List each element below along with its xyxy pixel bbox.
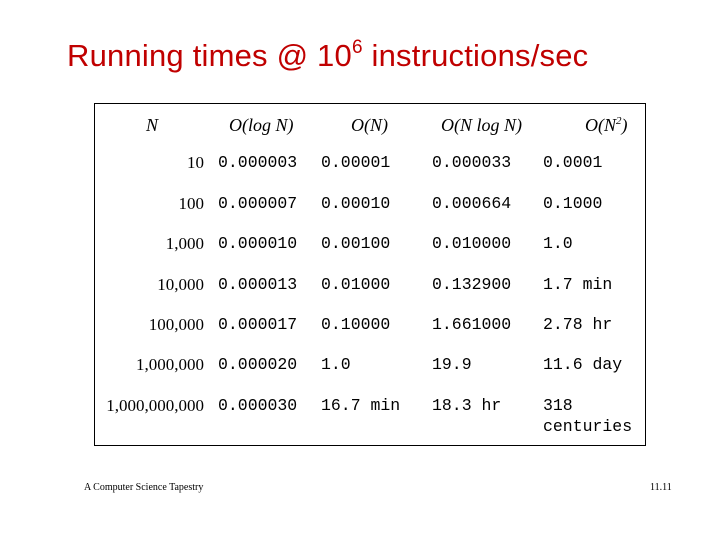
- row-0-o-n: 0.00001: [321, 153, 391, 172]
- row-5-o-n: 1.0: [321, 355, 351, 374]
- title-text: Running times @ 10: [67, 38, 352, 73]
- row-2-n-log-n: 0.010000: [432, 234, 512, 253]
- row-1-n: 100: [178, 194, 205, 213]
- row-4-n-squared: 2.78 hr: [543, 315, 613, 334]
- row-0-log-n: 0.000003: [218, 153, 298, 172]
- row-0-n-log-n: 0.000033: [432, 153, 512, 172]
- slide-title: Running times @ 106 instructions/sec: [67, 38, 588, 74]
- header-n-squared: O(N2): [585, 115, 628, 136]
- row-6-n: 1,000,000,000: [106, 396, 204, 415]
- row-1-log-n: 0.000007: [218, 194, 298, 213]
- row-0-n: 10: [187, 153, 204, 172]
- row-2-o-n: 0.00100: [321, 234, 391, 253]
- row-4-n: 100,000: [148, 315, 204, 334]
- row-6-n-squared: 318 centuries: [543, 396, 633, 436]
- row-4-n-log-n: 1.661000: [432, 315, 512, 334]
- row-1-n-squared: 0.1000: [543, 194, 603, 213]
- row-5-n-log-n: 19.9: [432, 355, 472, 374]
- header-n: N: [146, 115, 159, 135]
- row-6-n-log-n: 18.3 hr: [432, 396, 502, 415]
- row-5-n: 1,000,000: [136, 355, 204, 374]
- row-2-n-squared: 1.0: [543, 234, 573, 253]
- row-2-log-n: 0.000010: [218, 234, 298, 253]
- row-1-o-n: 0.00010: [321, 194, 391, 213]
- row-3-n-log-n: 0.132900: [432, 275, 512, 294]
- header-n-squared-base: O(N: [585, 115, 616, 135]
- header-n-squared-close: ): [621, 115, 628, 135]
- row-5-n-squared: 11.6 day: [543, 355, 623, 374]
- table-frame: [94, 103, 646, 446]
- row-4-log-n: 0.000017: [218, 315, 298, 334]
- title-rest: instructions/sec: [362, 38, 589, 73]
- row-5-log-n: 0.000020: [218, 355, 298, 374]
- row-0-n-squared: 0.0001: [543, 153, 603, 172]
- header-o-n: O(N): [351, 115, 388, 135]
- header-n-squared-exponent: 2: [616, 115, 622, 127]
- row-3-o-n: 0.01000: [321, 275, 391, 294]
- header-n-log-n: O(N log N): [441, 115, 522, 135]
- row-1-n-log-n: 0.000664: [432, 194, 512, 213]
- title-exponent: 6: [351, 37, 363, 58]
- footer-book-title: A Computer Science Tapestry: [84, 482, 204, 493]
- row-6-o-n: 16.7 min: [321, 396, 401, 415]
- footer-page-number: 11.11: [650, 482, 672, 493]
- row-6-log-n: 0.000030: [218, 396, 298, 415]
- header-log-n: O(log N): [229, 115, 294, 135]
- row-3-log-n: 0.000013: [218, 275, 298, 294]
- row-3-n: 10,000: [157, 275, 204, 294]
- row-2-n: 1,000: [165, 234, 204, 253]
- row-3-n-squared: 1.7 min: [543, 275, 613, 294]
- row-4-o-n: 0.10000: [321, 315, 391, 334]
